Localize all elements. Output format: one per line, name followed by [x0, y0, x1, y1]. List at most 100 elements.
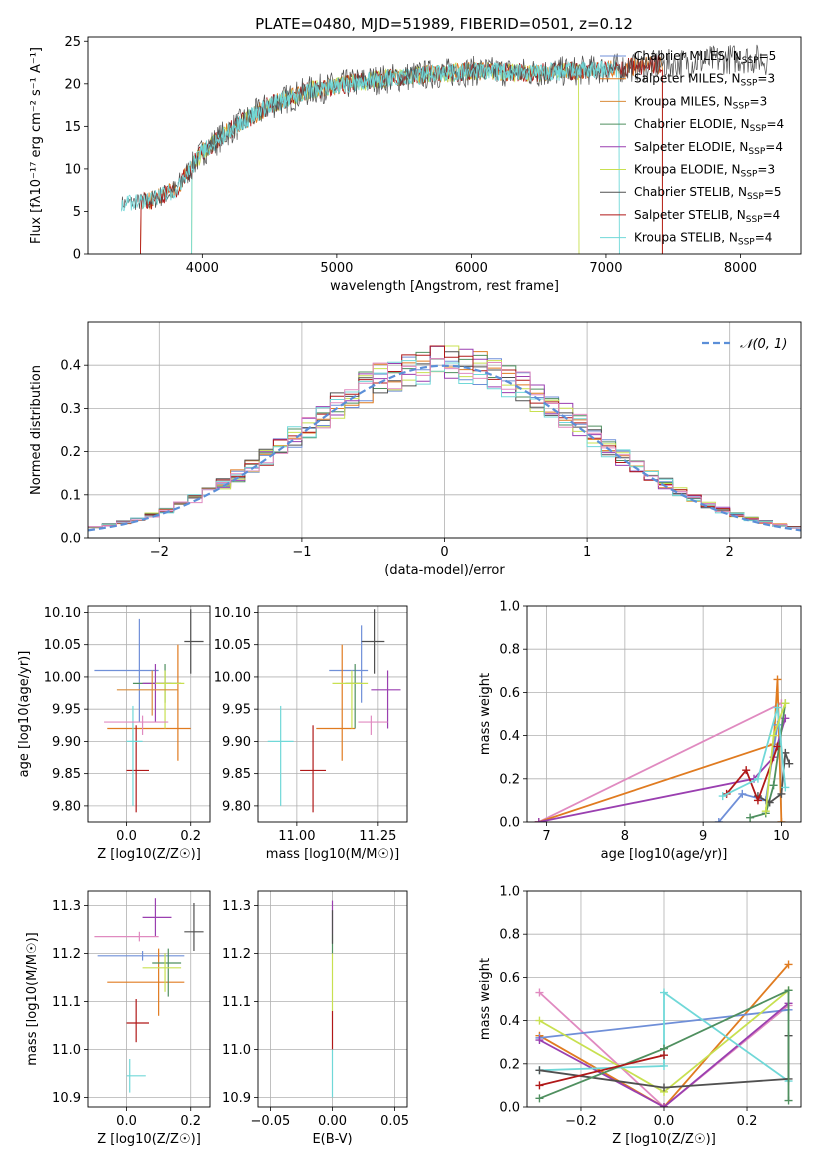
error-bar-point — [300, 725, 327, 813]
plus-marker — [738, 789, 747, 798]
panel-age_vs_Z: 0.0 0.2 9.80 9.85 9.90 9.95 10.00 10.05 10.10 Z [… — [17, 605, 211, 862]
plus-marker — [769, 781, 778, 790]
plus-marker — [718, 792, 727, 801]
plus-marker — [714, 818, 723, 822]
plus-marker — [784, 986, 793, 995]
y-axis-label: mass weight — [478, 958, 493, 1040]
x-tick-label: 0 — [440, 545, 448, 560]
error-bar-point — [107, 948, 185, 1016]
error-bar-point — [332, 670, 369, 729]
model-spectrum-line — [140, 54, 663, 254]
y-axis-label: Flux [fλ10⁻¹⁷ erg cm⁻² s⁻¹ A⁻¹] — [29, 47, 44, 244]
x-tick-label: 0.2 — [180, 1114, 201, 1129]
plus-marker — [535, 988, 544, 997]
x-axis-label: mass [log10(M/M☉)] — [266, 847, 399, 862]
mass-weight-line — [725, 746, 779, 803]
x-tick-label: 1 — [583, 545, 591, 560]
x-tick-label: 0.2 — [180, 829, 201, 844]
error-bar-point — [142, 953, 182, 992]
y-tick-label: 1.0 — [499, 600, 520, 615]
y-tick-label: 9.90 — [52, 735, 81, 750]
error-bar-point — [155, 670, 185, 729]
y-tick-label: 10.10 — [214, 606, 251, 621]
plus-marker — [773, 675, 782, 684]
x-tick-label: −2 — [150, 545, 169, 560]
legend-label: Salpeter STELIB, NSSP=4 — [634, 208, 780, 225]
error-bar-point — [126, 999, 149, 1043]
error-bar-point — [184, 609, 204, 674]
x-tick-label: 7000 — [589, 261, 622, 276]
y-tick-label: 10.00 — [44, 670, 81, 685]
y-axis-label: mass weight — [478, 673, 493, 755]
error-bar-point — [97, 951, 185, 961]
plot-area — [94, 609, 204, 813]
error-bar-point — [329, 625, 369, 703]
y-tick-label: 0.8 — [499, 928, 520, 943]
y-tick-label: 5 — [73, 205, 81, 220]
x-tick-label: 0.0 — [654, 1114, 675, 1129]
mass-weight-line — [539, 988, 790, 1101]
x-axis-label: wavelength [Angstrom, rest frame] — [330, 279, 559, 294]
y-axis-label: age [log10(age/yr)] — [17, 651, 32, 778]
y-tick-label: 0.0 — [499, 1101, 520, 1116]
y-tick-label: 20 — [64, 77, 81, 92]
plus-marker — [742, 766, 751, 775]
x-tick-label: 2 — [726, 545, 734, 560]
plus-marker — [753, 774, 762, 783]
plus-marker — [773, 703, 782, 712]
y-tick-label: 10 — [64, 162, 81, 177]
x-tick-label: 0.0 — [116, 829, 137, 844]
y-tick-label: 1.0 — [499, 885, 520, 900]
plus-marker — [660, 988, 668, 997]
plot-area — [94, 898, 204, 1093]
x-tick-label: 9 — [699, 829, 707, 844]
y-tick-label: 0.0 — [499, 816, 520, 831]
y-tick-label: 10.00 — [214, 670, 251, 685]
y-axis-label: mass [log10(M/M☉)] — [25, 932, 40, 1065]
plus-marker — [777, 818, 786, 822]
y-tick-label: 0.3 — [60, 402, 81, 417]
plus-marker — [784, 1096, 793, 1105]
x-tick-label: −0.05 — [250, 1114, 290, 1129]
legend-label: Kroupa STELIB, NSSP=4 — [634, 231, 772, 248]
y-tick-label: 9.90 — [222, 735, 251, 750]
plot-area — [88, 345, 801, 532]
axes-frame — [87, 605, 211, 823]
plus-marker — [781, 783, 790, 792]
plus-marker — [746, 813, 755, 822]
figure-title: PLATE=0480, MJD=51989, FIBERID=0501, z=0… — [255, 15, 633, 33]
y-tick-label: 0.6 — [499, 686, 520, 701]
y-tick-label: 11.2 — [222, 947, 251, 962]
plus-marker — [785, 759, 794, 768]
x-axis-label: (data-model)/error — [384, 563, 505, 578]
x-tick-label: 11.25 — [359, 829, 396, 844]
y-tick-label: 10.10 — [44, 606, 81, 621]
plus-marker — [660, 1103, 668, 1107]
plus-marker — [761, 807, 770, 816]
axes-frame — [257, 605, 408, 823]
x-tick-label: 0.00 — [318, 1114, 347, 1129]
error-bar-point — [126, 1059, 146, 1093]
legend-label: Salpeter ELODIE, NSSP=4 — [634, 140, 783, 157]
legend-label: Kroupa MILES, NSSP=3 — [634, 94, 767, 111]
legend-label: Chabrier ELODIE, NSSP=4 — [634, 117, 784, 134]
x-axis-label: Z [log10(Z/Z☉)] — [612, 1132, 716, 1147]
y-tick-label: 11.3 — [222, 899, 251, 914]
y-tick-label: 15 — [64, 120, 81, 135]
y-tick-label: 0 — [73, 248, 81, 263]
axes-frame — [87, 890, 211, 1108]
axes-frame — [87, 36, 802, 255]
mass-weight-line — [539, 1054, 665, 1087]
plus-marker — [535, 1016, 544, 1025]
y-tick-label: 9.80 — [52, 799, 81, 814]
x-tick-label: 0.05 — [380, 1114, 409, 1129]
error-bar-point — [361, 609, 385, 674]
mass-weight-line — [539, 1002, 790, 1107]
mass-weight-line — [538, 702, 782, 822]
x-tick-label: 11.00 — [278, 829, 315, 844]
x-tick-label: −1 — [292, 545, 311, 560]
plot-area — [121, 44, 768, 254]
legend: Chabrier MILES, NSSP=5 Salpeter MILES, NS… — [600, 49, 784, 248]
plus-marker — [534, 818, 543, 822]
